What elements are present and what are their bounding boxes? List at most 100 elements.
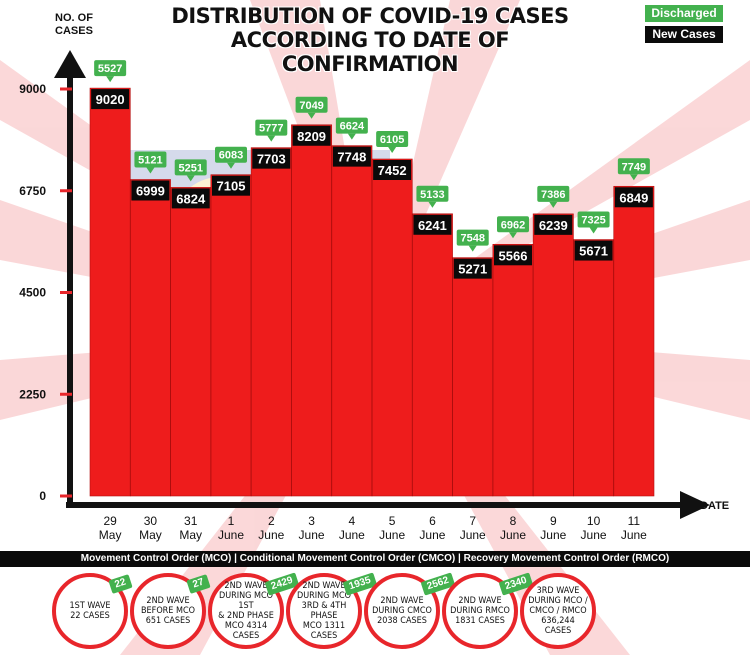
new-cases-label-10: 5566 [499,248,528,263]
discharged-label-9: 7548 [460,233,484,245]
wave-line: CMCO / RMCO [529,606,587,616]
y-axis-arrow [54,50,86,78]
discharged-pointer-3 [227,162,235,169]
category-label-13: 11 June [621,514,647,542]
category-label-1: 30 May [139,514,162,542]
legend-new-cases: New Cases [645,26,723,43]
discharged-box-6 [335,117,368,134]
discharged-label-11: 7386 [541,189,565,201]
wave-text-0: 1ST WAVE 22 CASES [70,601,111,621]
wave-text-6: 3RD WAVE DURING MCO / CMCO / RMCO 636,244 CA… [528,586,587,636]
discharged-pointer-4 [267,135,276,142]
bar-8 [411,213,453,497]
y-tick-label-0: 0 [39,489,46,503]
wave-text-4: 2ND WAVE DURING CMCO 2038 CASES [372,596,432,626]
discharged-pointer-2 [186,175,195,182]
new-cases-label-8: 6241 [418,218,447,233]
y-tick-label-3: 6750 [19,184,46,198]
legend-discharged: Discharged [645,5,723,22]
new-cases-label-1: 6999 [136,183,165,198]
category-label-11: 9 June [540,514,566,542]
wave-line: CASES [310,631,338,641]
category-label-3: 1 June [218,514,244,542]
discharged-box-11 [537,185,570,202]
wave-line: 22 CASES [70,611,110,621]
new-cases-box-2 [171,188,210,209]
discharged-pointer-11 [549,201,558,208]
discharged-box-9 [456,229,489,246]
wave-line: DURING MCO [296,591,352,601]
bar-13 [613,185,655,497]
new-cases-box-0 [91,89,130,110]
discharged-label-4: 5777 [259,123,283,135]
discharged-label-5: 7049 [299,100,323,112]
wave-circle-0: 1ST WAVE 22 CASES [52,573,128,649]
bar-0 [89,87,131,497]
bar-5 [291,124,333,497]
new-cases-box-9 [453,258,492,279]
wave-line: DURING MCO 1ST [218,591,274,611]
wave-text-2: 2ND WAVE DURING MCO 1ST & 2ND PHASE MCO 431… [216,581,276,641]
bar-9 [452,257,494,497]
wave-line: 2ND WAVE [380,596,424,606]
wave-circle-5: 2ND WAVE DURING RMCO 1831 CASES [442,573,518,649]
bar-1 [129,179,171,497]
wave-circle-1: 2ND WAVE BEFORE MCO 651 CASES [130,573,206,649]
discharged-label-1: 5121 [138,154,162,166]
y-axis-label: NO. OF CASES [55,12,93,37]
wave-line: 3RD WAVE [536,586,580,596]
chart-title-line2: ACCORDING TO DATE OF CONFIRMATION [230,28,510,76]
category-label-6: 4 June [339,514,365,542]
new-cases-label-6: 7748 [337,150,366,165]
discharged-box-10 [497,216,529,233]
wave-text-5: 2ND WAVE DURING RMCO 1831 CASES [450,596,510,626]
wave-line: DURING MCO / [528,596,588,606]
new-cases-box-3 [212,175,250,196]
new-cases-box-7 [373,160,412,181]
new-cases-box-4 [252,148,291,169]
bar-2 [170,187,212,497]
wave-text-3: 2ND WAVE DURING MCO 3RD & 4TH PHASE MCO 131… [294,581,354,641]
new-cases-box-1 [131,180,170,201]
discharged-label-10: 6962 [501,219,525,231]
y-tick-label-1: 2250 [19,387,46,401]
y-tick-label-4: 9000 [19,82,46,96]
new-cases-box-5 [292,125,331,146]
discharged-label-8: 5133 [420,189,444,201]
wave-line: MCO 1311 [302,621,346,631]
wave-line: DURING RMCO [450,606,510,616]
bar-7 [371,158,413,497]
wave-line: 636,244 [541,616,575,626]
new-cases-box-10 [494,245,532,266]
discharged-box-7 [376,131,409,148]
wave-line: 651 CASES [145,616,191,626]
discharged-pointer-8 [428,201,437,208]
bar-6 [331,145,373,497]
category-label-5: 3 June [299,514,325,542]
new-cases-label-0: 9020 [96,92,125,107]
new-cases-box-8 [413,214,452,235]
discharged-pointer-12 [589,227,598,234]
discharged-pointer-10 [509,232,517,239]
x-axis-arrow [680,491,710,519]
x-axis-label: DATE [700,500,730,512]
wave-text-1: 2ND WAVE BEFORE MCO 651 CASES [141,596,195,626]
category-label-7: 5 June [379,514,405,542]
new-cases-box-13 [614,187,653,208]
new-cases-label-7: 7452 [378,163,407,178]
wave-line: 2ND WAVE [146,596,190,606]
wave-line: CASES [232,631,260,641]
discharged-pointer-1 [146,167,155,174]
new-cases-label-11: 6239 [539,218,568,233]
wave-line: & 2ND PHASE [218,611,274,621]
bar-3 [210,174,252,497]
discharged-label-0: 5527 [98,63,122,75]
wave-line: 2ND WAVE [302,581,346,591]
discharged-box-0 [94,60,127,77]
discharged-label-12: 7325 [581,215,605,227]
wave-line: 2ND WAVE [224,581,268,591]
category-label-8: 6 June [419,514,445,542]
new-cases-label-12: 5671 [579,244,608,259]
category-label-10: 8 June [500,514,526,542]
